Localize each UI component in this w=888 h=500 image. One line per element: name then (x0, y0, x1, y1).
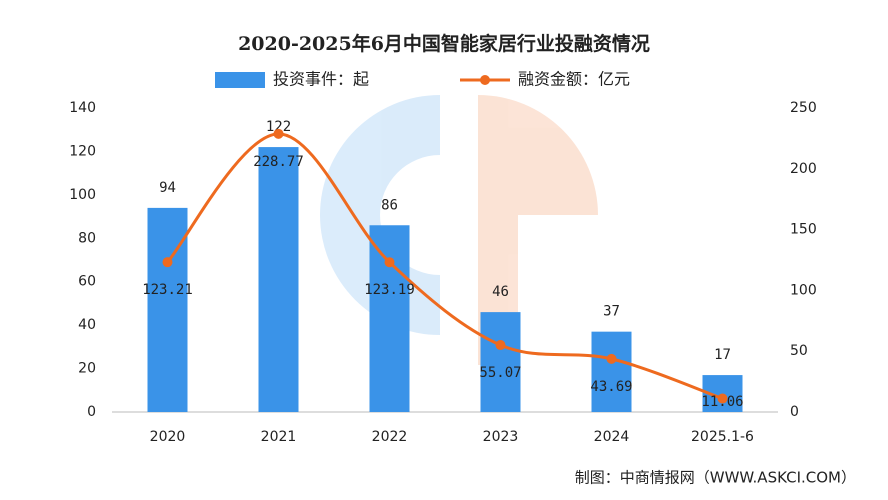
y2-tick-label: 250 (790, 100, 817, 116)
watermark-logo (320, 95, 598, 365)
y2-tick-label: 100 (790, 282, 817, 298)
bar-value-label: 46 (492, 284, 509, 300)
y-tick-label: 120 (69, 143, 96, 159)
y-tick-label: 140 (69, 100, 96, 116)
legend-label: 融资金额：亿元 (518, 70, 630, 89)
legend-swatch (215, 72, 265, 88)
x-tick-label: 2021 (261, 429, 297, 445)
bar-value-label: 37 (603, 304, 620, 320)
logo-left (320, 95, 440, 335)
y-tick-label: 20 (78, 361, 96, 377)
line-value-label: 55.07 (479, 365, 521, 381)
y-tick-label: 80 (78, 230, 96, 246)
y2-tick-label: 200 (790, 161, 817, 177)
bar (480, 312, 521, 412)
line-marker (606, 353, 617, 364)
bar-value-label: 122 (266, 119, 291, 135)
x-tick-label: 2020 (150, 429, 186, 445)
x-tick-label: 2023 (483, 429, 519, 445)
line-marker (273, 128, 284, 139)
chart-title: 2020-2025年6月中国智能家居行业投融资情况 (238, 32, 650, 55)
x-tick-label: 2025.1-6 (691, 429, 754, 445)
line-value-label: 43.69 (590, 379, 632, 395)
logo-right (478, 95, 598, 215)
y-tick-label: 60 (78, 274, 96, 290)
y2-tick-label: 0 (790, 404, 799, 420)
line-marker (495, 340, 506, 351)
bar (147, 207, 188, 412)
bar (591, 331, 632, 412)
y-tick-label: 100 (69, 187, 96, 203)
line-marker (384, 257, 395, 268)
y-tick-label: 0 (87, 404, 96, 420)
bar (258, 147, 299, 413)
source-note: 制图：中商情报网（WWW.ASKCI.COM） (575, 469, 856, 487)
x-tick-label: 2024 (594, 429, 630, 445)
bar (369, 225, 410, 412)
y-tick-label: 40 (78, 317, 96, 333)
line-value-label: 123.19 (364, 282, 415, 298)
bar-value-label: 86 (381, 197, 398, 213)
legend-label: 投资事件：起 (273, 70, 369, 89)
bar-value-label: 94 (159, 180, 176, 196)
legend-swatch-marker (480, 75, 490, 85)
y2-tick-label: 150 (790, 222, 817, 238)
line-marker (162, 257, 173, 268)
line-marker (717, 393, 728, 404)
x-tick-label: 2022 (372, 429, 408, 445)
bar-value-label: 17 (714, 347, 731, 363)
y2-tick-label: 50 (790, 343, 808, 359)
line-value-label: 228.77 (253, 154, 304, 170)
line-value-label: 123.21 (142, 282, 193, 298)
line-value-label: 11.06 (701, 394, 743, 410)
